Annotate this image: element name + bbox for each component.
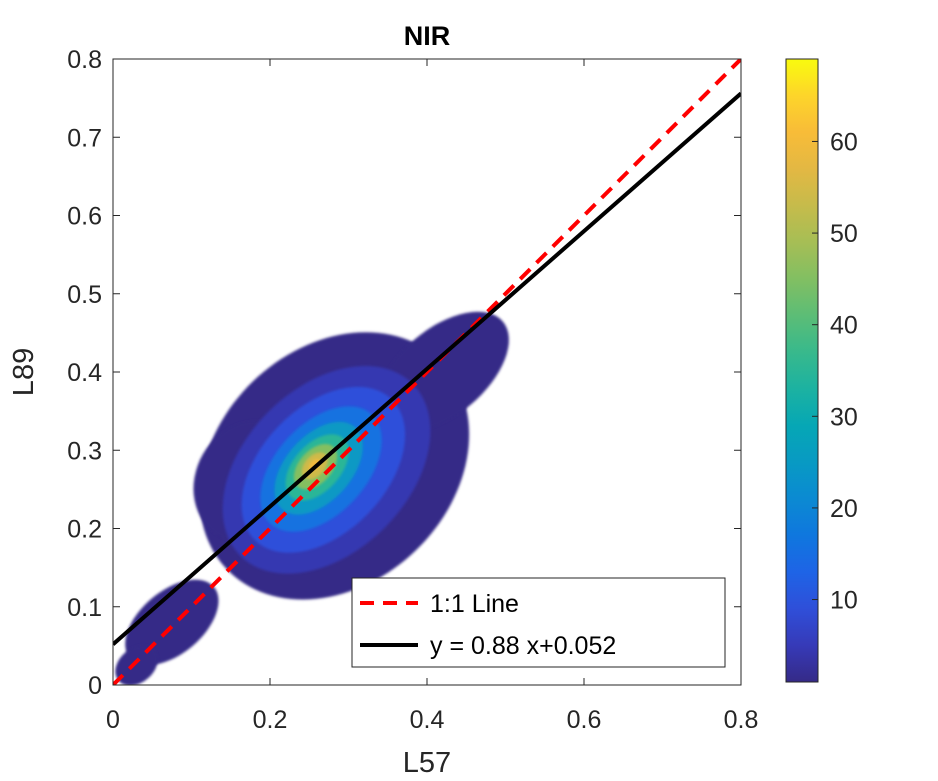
colorbar: 10 20 30 40 50 60 <box>785 58 858 683</box>
colorbar-tick-label: 10 <box>830 587 858 615</box>
legend-label-1-1-line: 1:1 Line <box>430 590 519 618</box>
x-tick-label: 0.6 <box>567 706 602 734</box>
y-tick-label: 0.8 <box>67 46 102 74</box>
x-tick-label: 0.8 <box>724 706 759 734</box>
y-tick-label: 0.6 <box>67 203 102 231</box>
colorbar-tick-label: 20 <box>830 495 858 523</box>
fit-lines <box>113 59 741 685</box>
y-tick-label: 0.7 <box>67 124 102 152</box>
legend: 1:1 Line y = 0.88 x+0.052 <box>351 577 726 668</box>
y-tick-label: 0.5 <box>67 281 102 309</box>
legend-box <box>351 577 726 668</box>
density-band <box>115 645 158 685</box>
x-axis-title: L57 <box>403 747 451 779</box>
colorbar-gradient <box>785 58 819 683</box>
colorbar-tick-label: 40 <box>830 312 858 340</box>
colorbar-ticks: 10 20 30 40 50 60 <box>812 128 858 615</box>
y-axis-ticks: 0 0.1 0.2 0.3 0.4 0.5 0.6 0.7 0.8 <box>67 46 741 700</box>
y-tick-label: 0.4 <box>67 359 102 387</box>
x-tick-label: 0.4 <box>410 706 445 734</box>
one-to-one-line <box>113 59 741 685</box>
chart-title: NIR <box>404 21 451 51</box>
colorbar-tick-label: 60 <box>830 128 858 156</box>
y-tick-label: 0.1 <box>67 594 102 622</box>
y-tick-label: 0.2 <box>67 516 102 544</box>
y-tick-label: 0.3 <box>67 437 102 465</box>
regression-line <box>113 91 741 646</box>
colorbar-tick-label: 50 <box>830 220 858 248</box>
legend-label-fit-line: y = 0.88 x+0.052 <box>430 632 616 660</box>
x-tick-label: 0.2 <box>253 706 288 734</box>
y-tick-label: 0 <box>88 672 102 700</box>
x-tick-label: 0 <box>106 706 120 734</box>
colorbar-tick-label: 30 <box>830 403 858 431</box>
x-axis-ticks: 0 0.2 0.4 0.6 0.8 <box>106 59 758 734</box>
y-axis-title: L89 <box>8 348 40 396</box>
